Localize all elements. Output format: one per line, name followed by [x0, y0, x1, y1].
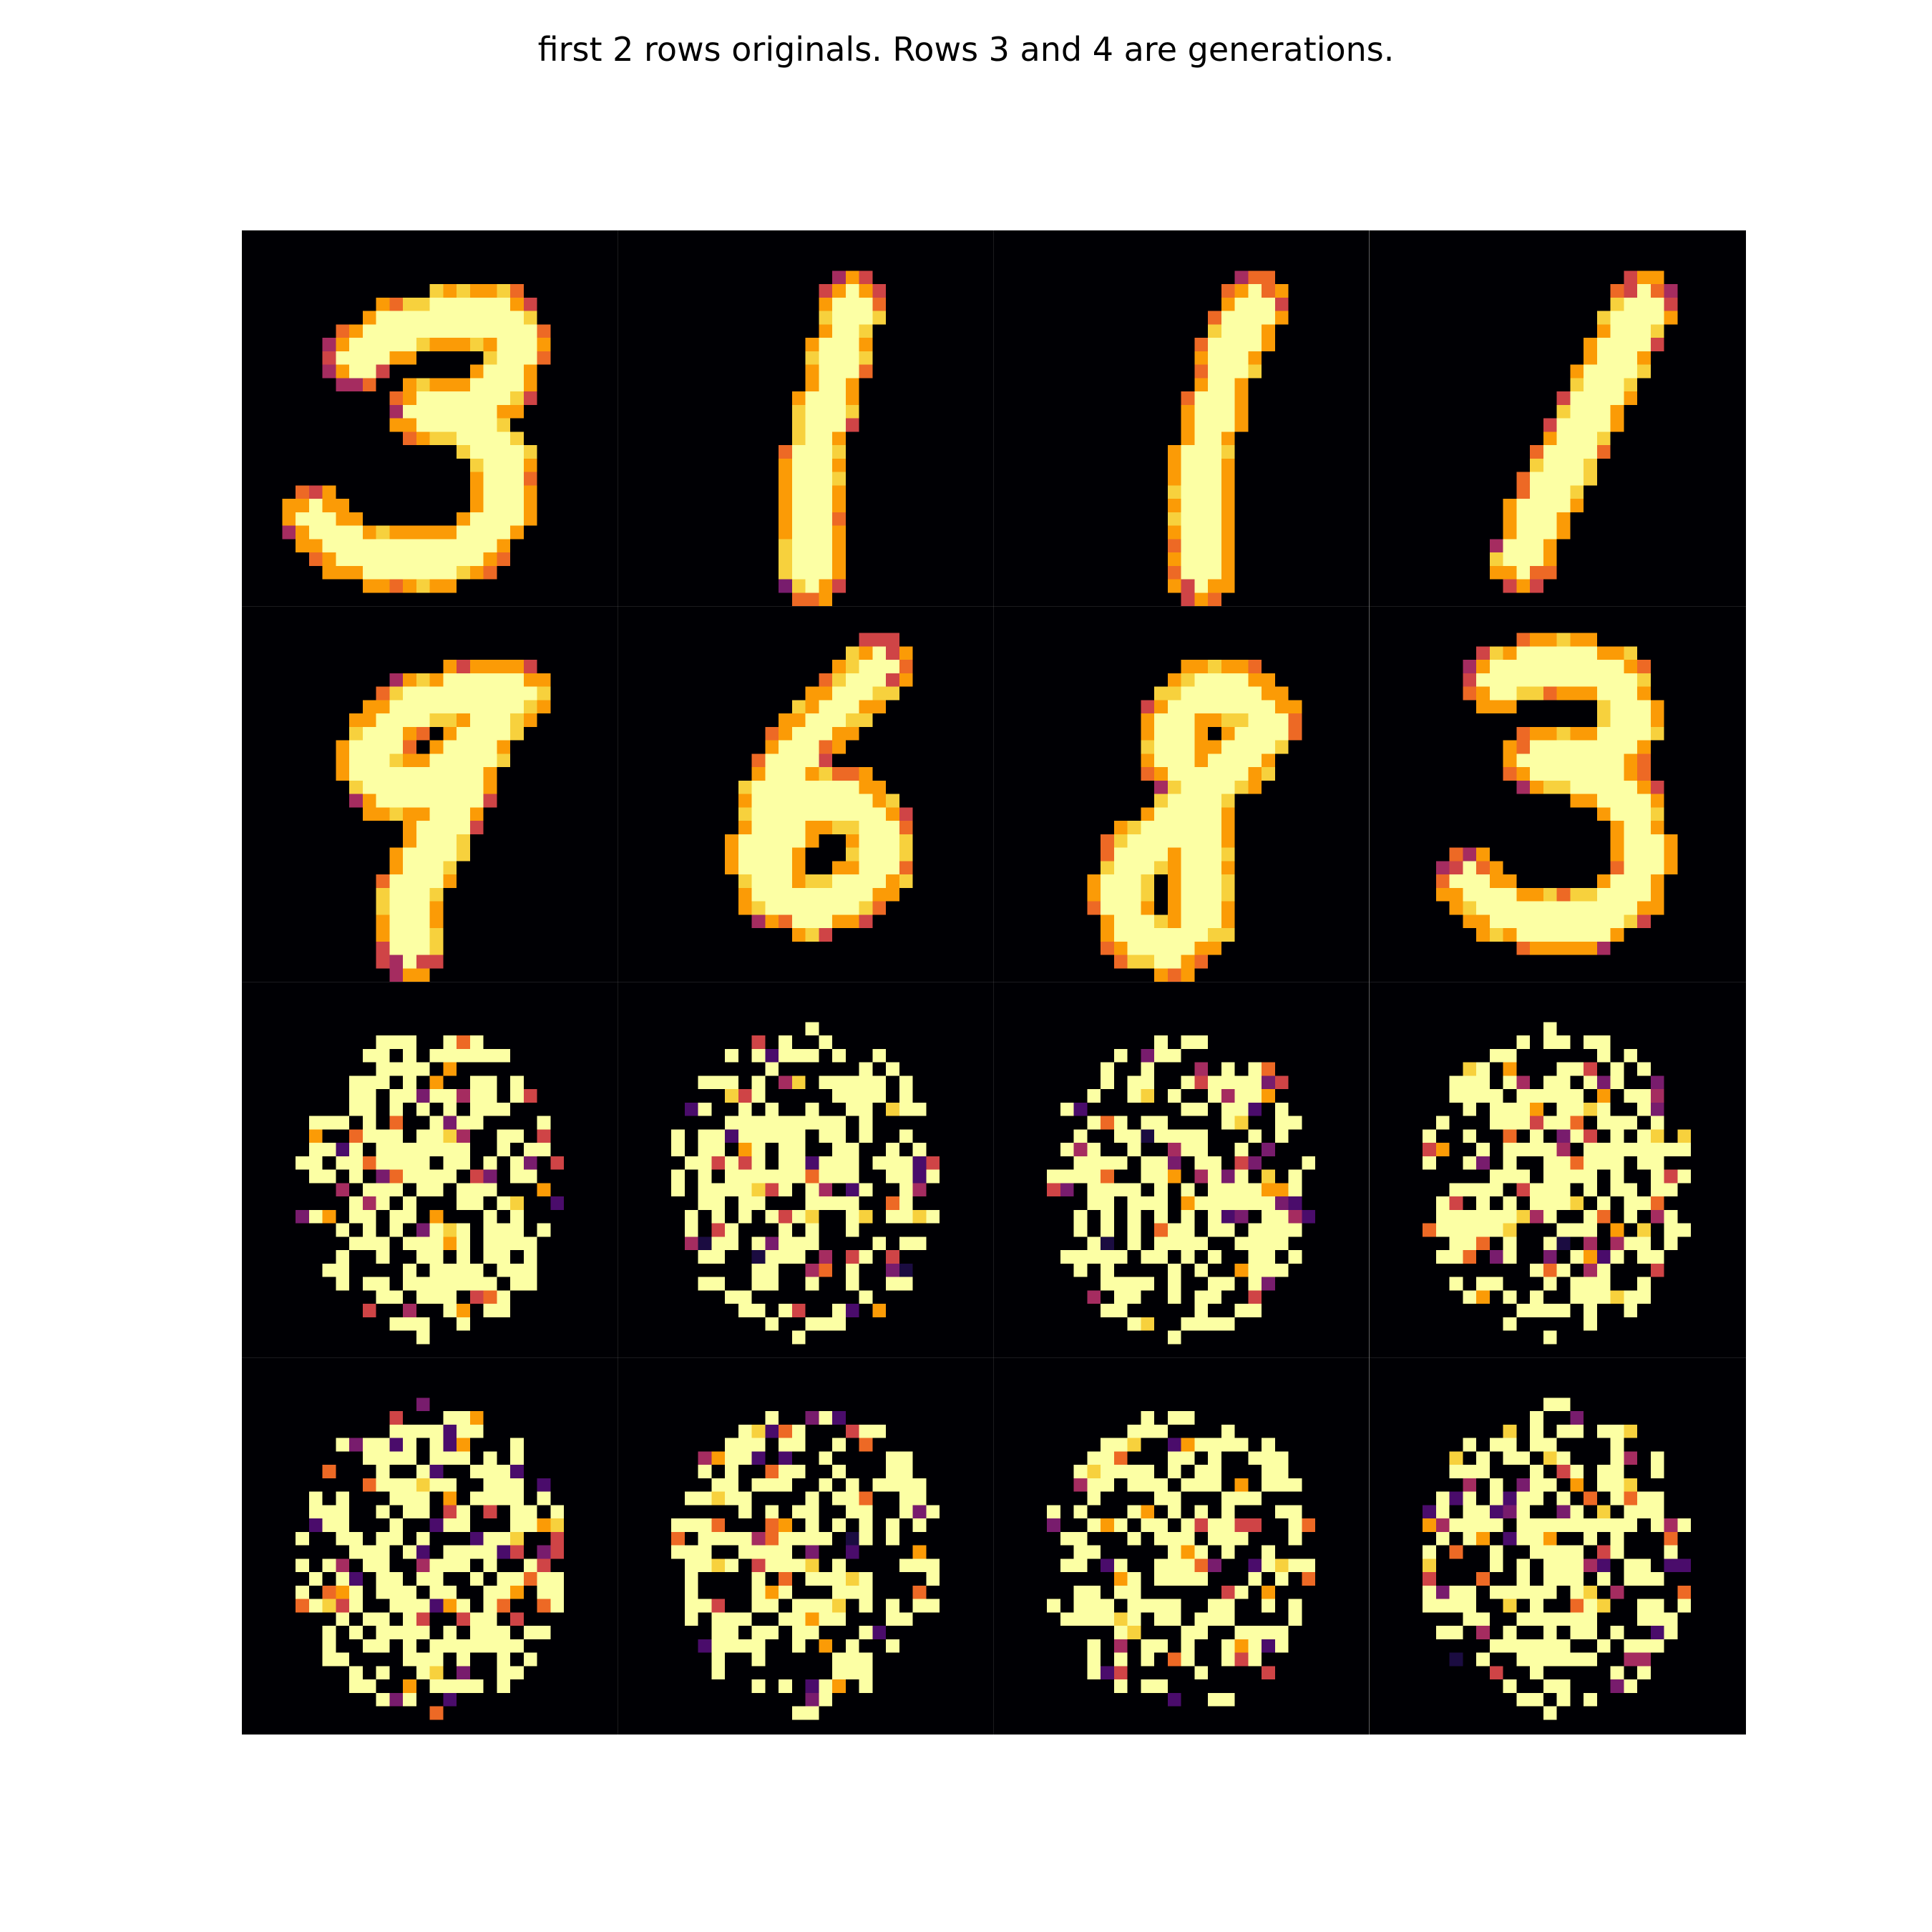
digit-image	[993, 982, 1369, 1357]
generated-digit-tile	[993, 982, 1369, 1357]
original-digit-tile	[993, 230, 1369, 606]
digit-image	[242, 1357, 618, 1733]
generated-digit-tile	[1369, 1357, 1745, 1733]
generated-digit-tile	[242, 982, 618, 1357]
generated-digit-tile	[618, 1357, 993, 1733]
digit-image	[618, 230, 993, 606]
original-digit-tile	[618, 606, 993, 982]
original-digit-tile	[1369, 230, 1745, 606]
digit-image	[993, 230, 1369, 606]
original-digit-tile	[242, 230, 618, 606]
original-digit-tile	[1369, 606, 1745, 982]
digit-image	[242, 606, 618, 982]
digit-image	[618, 982, 993, 1357]
digit-image	[993, 606, 1369, 982]
tile-divider-vertical	[1369, 230, 1370, 1735]
digit-image	[1369, 982, 1745, 1357]
figure-title: first 2 rows originals. Rows 3 and 4 are…	[537, 30, 1395, 69]
digit-image	[1369, 606, 1745, 982]
original-digit-tile	[618, 230, 993, 606]
digit-image	[993, 1357, 1369, 1733]
generated-digit-tile	[242, 1357, 618, 1733]
digit-image	[1369, 1357, 1745, 1733]
tile-divider-horizontal	[242, 606, 1746, 607]
original-digit-tile	[993, 606, 1369, 982]
tile-divider-vertical	[993, 230, 994, 1735]
generated-digit-tile	[618, 982, 993, 1357]
digit-image	[1369, 230, 1745, 606]
generated-digit-tile	[993, 1357, 1369, 1733]
image-grid	[242, 230, 1746, 1735]
digit-image	[618, 606, 993, 982]
generated-digit-tile	[1369, 982, 1745, 1357]
digit-image	[242, 982, 618, 1357]
digit-image	[242, 230, 618, 606]
original-digit-tile	[242, 606, 618, 982]
tile-divider-horizontal	[242, 1357, 1746, 1358]
digit-image	[618, 1357, 993, 1733]
